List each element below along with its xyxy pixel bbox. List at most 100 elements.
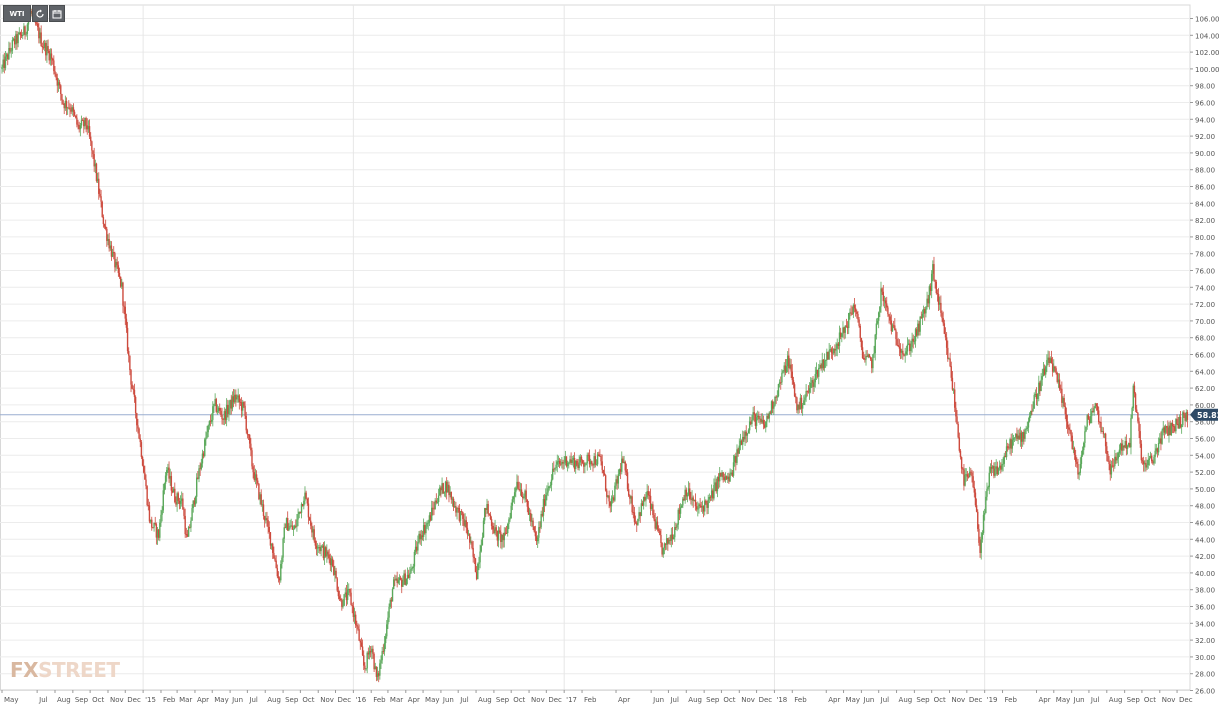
refresh-icon[interactable] [32, 5, 48, 22]
candle-body [71, 107, 73, 112]
candle-body [456, 507, 458, 513]
candle-body [960, 457, 963, 469]
candle-body [412, 566, 414, 569]
candle-body [836, 343, 838, 349]
candle-body [238, 395, 241, 403]
candle-body [407, 574, 410, 578]
candle-body [722, 472, 724, 478]
candle-body [765, 421, 767, 428]
candle-body [1153, 456, 1155, 464]
candle-body [821, 359, 823, 369]
candle-body [171, 490, 174, 493]
candle-body [936, 293, 939, 295]
candle-body [694, 499, 697, 507]
candle-body [92, 150, 94, 155]
candle-body [103, 224, 106, 227]
candle-body [436, 501, 439, 503]
candle-body [854, 308, 857, 312]
candle-body [1183, 412, 1185, 415]
symbol-button[interactable]: WTI [3, 5, 31, 22]
candle-body [735, 456, 737, 463]
candle-body [873, 353, 875, 355]
candle-body [769, 412, 772, 414]
calendar-icon[interactable] [49, 5, 65, 22]
x-tick-label: Nov [110, 696, 124, 704]
x-tick-label: Sep [496, 696, 510, 704]
candle-body [193, 500, 196, 505]
candle-body [933, 264, 935, 280]
candle-body [449, 491, 451, 496]
candle-body [398, 577, 401, 581]
candle-body [1116, 458, 1118, 461]
candle-body [899, 348, 902, 353]
candle-body [190, 520, 192, 528]
candle-body [1003, 455, 1005, 464]
x-tick-label: Feb [163, 696, 176, 704]
candle-body [1043, 368, 1046, 375]
current-price-tag-shape [1190, 408, 1218, 421]
candle-body [333, 565, 335, 575]
y-tick-label: 36.00 [1195, 604, 1215, 612]
candle-body [145, 479, 147, 487]
candle-body [411, 568, 413, 570]
candle-body [23, 26, 25, 36]
candle-body [172, 488, 175, 493]
candle-body [1179, 416, 1182, 428]
candle-body [1177, 423, 1179, 429]
x-tick-label: Oct [934, 696, 946, 704]
candle-body [447, 484, 449, 493]
candle-body [273, 552, 275, 559]
candle-body [281, 557, 283, 564]
candle-body [591, 461, 593, 465]
candle-body [278, 578, 281, 581]
candle-body [638, 512, 640, 519]
candle-body [791, 371, 793, 381]
candle-body [25, 33, 27, 35]
y-tick-label: 60.00 [1195, 402, 1215, 410]
candle-body [737, 449, 739, 454]
candle-body [469, 533, 471, 543]
candle-body [250, 443, 252, 451]
candle-body [404, 573, 406, 585]
candle-body [22, 35, 24, 37]
candle-body [640, 503, 643, 517]
candle-body [1005, 446, 1008, 458]
candle-body [290, 525, 292, 527]
candle-body [108, 239, 110, 249]
candle-body [594, 456, 596, 465]
candle-body [985, 496, 987, 514]
candle-body [729, 473, 731, 482]
candle-body [367, 652, 370, 655]
candle-body [596, 454, 599, 465]
candle-body [255, 474, 258, 481]
candle-body [614, 485, 616, 501]
candle-body [519, 489, 522, 491]
candle-body [304, 492, 306, 501]
candle-body [260, 494, 262, 505]
candle-body [978, 528, 980, 543]
candle-body [581, 460, 584, 463]
candle-body [1115, 456, 1117, 461]
candle-body [557, 460, 560, 462]
candle-body [822, 359, 825, 369]
candle-body [709, 497, 712, 498]
candle-body [192, 500, 194, 509]
x-tick-label: Dec [127, 696, 141, 704]
candle-body [606, 490, 608, 497]
candle-body [383, 643, 386, 652]
candle-body [530, 513, 532, 522]
candle-body [1081, 450, 1084, 456]
candle-body [144, 472, 146, 480]
candle-body [815, 369, 818, 375]
candle-body [644, 496, 646, 501]
candle-body [261, 504, 264, 506]
candle-body [94, 163, 97, 167]
candle-body [996, 466, 999, 475]
candle-body [1155, 448, 1158, 451]
candle-body [1013, 437, 1016, 439]
candle-body [523, 496, 525, 499]
candle-body [390, 599, 393, 602]
candle-body [252, 466, 254, 473]
current-price-tag: 58.82 [1190, 408, 1222, 421]
